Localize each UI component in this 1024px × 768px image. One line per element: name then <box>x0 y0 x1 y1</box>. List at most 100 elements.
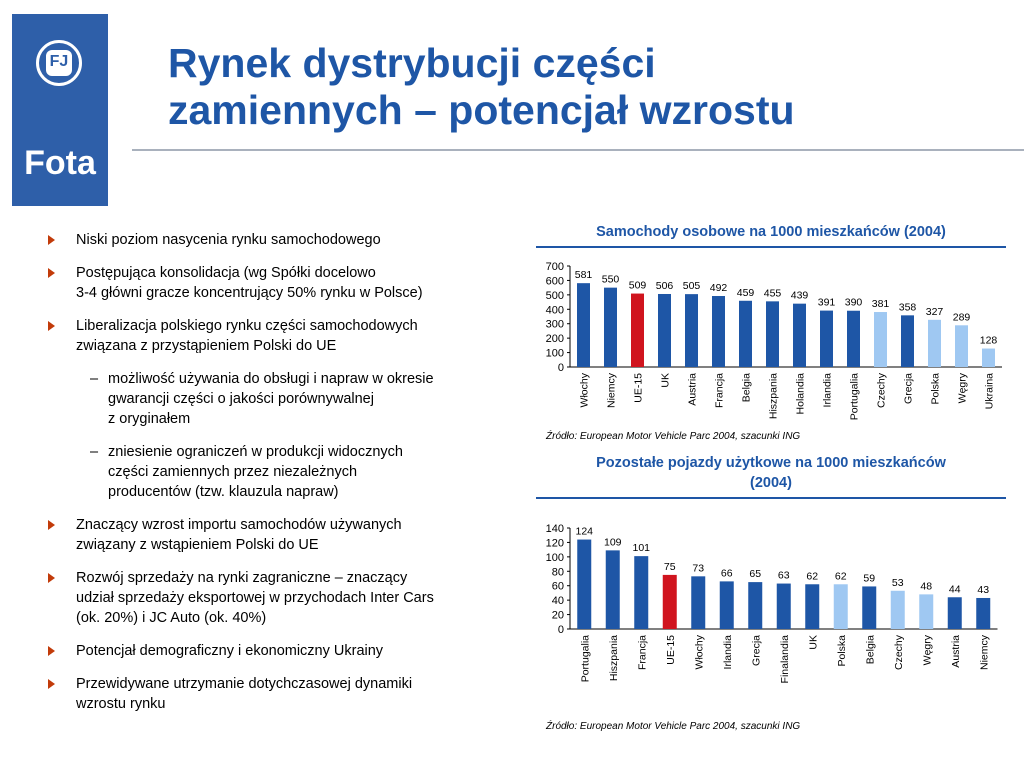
chart1-category-label: Niemcy <box>606 372 618 408</box>
chart1-data-label: 128 <box>980 335 998 347</box>
bullet-text: Niski poziom nasycenia rynku samochodowe… <box>76 232 381 248</box>
bullet-item: Postępująca konsolidacja (wg Spółki doce… <box>48 263 508 303</box>
chart1-category-label: Włochy <box>579 372 591 407</box>
bullet-item: Rozwój sprzedaży na rynki zagraniczne – … <box>48 568 508 628</box>
chart2-category-label: Polska <box>836 635 848 667</box>
chart1-data-label: 381 <box>872 298 890 310</box>
arrow-bullet-icon <box>48 268 55 278</box>
bullet-text: Postępująca konsolidacja (wg Spółki doce… <box>76 265 423 301</box>
chart1-bar <box>874 312 887 367</box>
chart2-bar <box>691 576 706 629</box>
chart2-bar <box>919 594 934 629</box>
chart2-category-label: UK <box>807 635 819 650</box>
chart1-bar <box>658 293 671 367</box>
chart1-bar <box>604 287 617 367</box>
bullet-item: Znaczący wzrost importu samochodów używa… <box>48 515 508 555</box>
chart1-category-label: Grecja <box>903 373 915 404</box>
chart2-data-label: 124 <box>575 526 593 538</box>
chart1-category-label: Francja <box>714 373 726 408</box>
bullet-text: zniesienie ograniczeń w produkcji widocz… <box>108 444 403 500</box>
chart1-data-label: 439 <box>791 290 809 302</box>
chart1-bar <box>712 296 725 367</box>
bullet-text: Liberalizacja polskiego rynku części sam… <box>76 318 418 354</box>
chart2-bar <box>833 584 848 629</box>
bullet-text: możliwość używania do obsługi i napraw w… <box>108 371 434 427</box>
arrow-bullet-icon <box>48 321 55 331</box>
chart2-category-label: Francja <box>636 635 648 670</box>
chart2-bar <box>890 590 905 629</box>
bullet-text: Znaczący wzrost importu samochodów używa… <box>76 517 402 553</box>
chart1-bar <box>685 294 698 367</box>
chart2-svg: 0 20 40 60 80 100 120 140 124 Portugalia 109 Hiszpa… <box>546 523 998 683</box>
chart1-bar <box>847 310 860 367</box>
chart1-data-label: 506 <box>656 280 674 292</box>
chart1-data-label: 391 <box>818 297 836 309</box>
chart2-category-label: Austria <box>950 635 962 668</box>
chart1-bar <box>820 310 833 367</box>
bullet-item: Niski poziom nasycenia rynku samochodowe… <box>48 230 508 250</box>
chart1-data-label: 459 <box>737 287 755 299</box>
chart2-y-tick-label: 0 <box>558 624 564 636</box>
chart2-category-label: Belgia <box>864 635 876 664</box>
chart1-bar <box>901 315 914 367</box>
chart2-bar <box>776 583 791 629</box>
chart2-category-label: Portugalia <box>579 635 591 682</box>
chart2-data-label: 65 <box>749 568 761 580</box>
chart2-category-label: Węgry <box>921 634 933 665</box>
chart2-data-label: 44 <box>949 583 961 595</box>
arrow-bullet-icon <box>48 520 55 530</box>
chart2-data-label: 109 <box>604 536 622 548</box>
logo-emblem-letters: FJ <box>49 53 69 70</box>
chart2-bar <box>947 597 962 629</box>
chart2-source: Źródło: European Motor Vehicle Parc 2004… <box>546 721 801 732</box>
bullet-list: Niski poziom nasycenia rynku samochodowe… <box>48 230 508 727</box>
chart2-bar <box>719 581 734 629</box>
chart1-data-label: 581 <box>575 269 593 281</box>
chart1-data-label: 327 <box>926 306 944 318</box>
chart2-data-label: 73 <box>692 562 704 574</box>
arrow-bullet-icon <box>48 646 55 656</box>
chart2-category-label: Hiszpania <box>608 635 620 681</box>
chart1-bar <box>982 348 995 367</box>
logo-brand-text: Fota <box>24 144 96 182</box>
chart1-y-tick-label: 700 <box>546 261 564 273</box>
chart1-data-label: 289 <box>953 311 971 323</box>
chart2-y-tick-label: 80 <box>552 566 564 578</box>
chart2-category-label: Czechy <box>893 634 905 670</box>
chart2-data-label: 43 <box>977 584 989 596</box>
chart1-category-label: Holandia <box>795 373 807 415</box>
chart1-bar <box>766 301 779 367</box>
chart1-y-tick-label: 600 <box>546 275 564 287</box>
chart2-data-label: 101 <box>632 542 650 554</box>
chart2-data-label: 59 <box>863 572 875 584</box>
chart2-y-tick-label: 20 <box>552 610 564 622</box>
arrow-bullet-icon <box>48 573 55 583</box>
chart1-svg: 0 100 200 300 400 500 600 700 581 Włochy 550 Niemcy… <box>546 261 1002 420</box>
chart2-category-label: Włochy <box>693 634 705 669</box>
chart2-y-tick-label: 60 <box>552 581 564 593</box>
chart2-bar <box>862 586 877 629</box>
chart1-title-rule <box>536 246 1006 248</box>
chart1-y-tick-label: 500 <box>546 290 564 302</box>
chart2-y-tick-label: 40 <box>552 595 564 607</box>
arrow-bullet-icon <box>48 679 55 689</box>
chart1-category-label: Belgia <box>741 373 753 402</box>
arrow-bullet-icon <box>48 235 55 245</box>
chart2-data-label: 63 <box>778 570 790 582</box>
chart2-title: Pozostałe pojazdy użytkowe na 1000 miesz… <box>596 455 946 491</box>
chart1-y-tick-label: 300 <box>546 319 564 331</box>
bullet-text: Potencjał demograficzny i ekonomiczny Uk… <box>76 643 384 659</box>
bullet-item: Przewidywane utrzymanie dotychczasowej d… <box>48 674 508 714</box>
chart2-bar <box>976 597 991 629</box>
chart2-bar <box>634 556 649 629</box>
chart2-bar <box>577 539 592 629</box>
chart1-bar <box>793 303 806 367</box>
chart2-data-label: 66 <box>721 567 733 579</box>
chart1-y-tick-label: 200 <box>546 333 564 345</box>
chart1-data-label: 550 <box>602 274 620 286</box>
chart2-bar <box>805 584 820 629</box>
chart2-y-tick-label: 120 <box>546 537 564 549</box>
chart1-category-label: Czechy <box>876 372 888 408</box>
bullet-item: Liberalizacja polskiego rynku części sam… <box>48 316 508 356</box>
slide-title: Rynek dystrybucji części zamiennych – po… <box>168 40 795 133</box>
